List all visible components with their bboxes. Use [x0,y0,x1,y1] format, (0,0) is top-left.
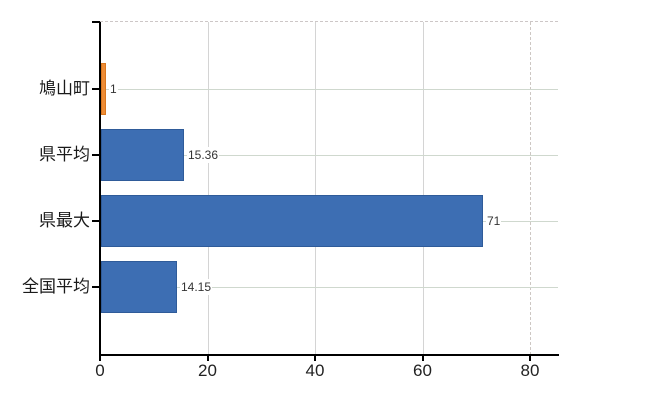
y-axis-line [99,22,101,355]
gridline-vertical [530,22,531,355]
x-tick-label: 40 [305,361,325,380]
value-label: 15.36 [187,147,220,163]
bar-県最大 [101,195,483,247]
gridline-row [100,287,558,288]
value-label: 14.15 [180,279,213,295]
x-tick-label: 20 [198,361,217,380]
category-label-県平均: 県平均 [39,145,90,164]
bar-県平均 [101,129,184,181]
gridline-row [100,155,558,156]
x-axis-tick [529,356,531,361]
y-axis-tick [92,286,100,288]
x-tick-label: 80 [520,361,540,380]
y-axis-top-tick [92,21,100,23]
x-axis-tick [421,356,424,361]
category-label-県最大: 県最大 [39,211,90,230]
gridline-vertical [207,22,209,355]
value-label: 1 [109,81,118,97]
category-label-全国平均: 全国平均 [22,277,90,296]
x-axis-tick [206,356,209,361]
y-axis-tick [92,220,100,222]
y-axis-tick [92,88,100,90]
x-axis-tick [314,356,316,361]
x-tick-label: 60 [413,361,432,380]
bar-鳩山町 [101,63,106,115]
x-axis-line [99,354,559,356]
gridline-vertical [422,22,424,355]
y-axis-tick [92,154,100,156]
category-label-鳩山町: 鳩山町 [39,79,90,98]
plot-top-border [100,21,558,22]
gridline-row [100,89,558,90]
x-axis-tick [99,356,101,361]
value-label: 71 [486,213,502,229]
gridline-vertical [315,22,316,355]
x-tick-label: 0 [95,361,105,380]
bar-全国平均 [101,261,177,313]
